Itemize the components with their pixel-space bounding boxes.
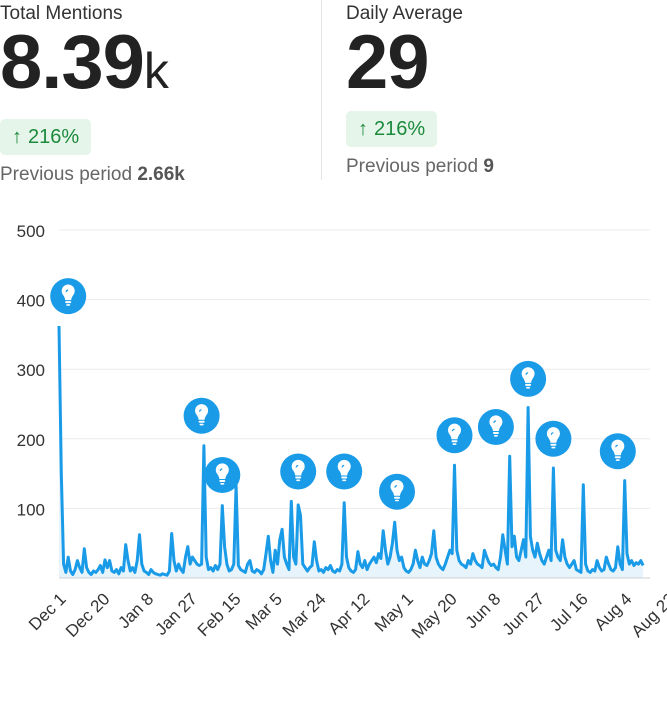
kpi-total-mentions-change-badge: ↑ 216% (0, 119, 92, 155)
insight-lightbulb-icon (50, 278, 87, 315)
y-tick-label: 100 (17, 500, 45, 519)
kpi-daily-average-label: Daily Average (346, 3, 463, 24)
x-tick-label: Jul 16 (546, 589, 592, 635)
y-tick-label: 400 (17, 292, 45, 311)
kpi-daily-average-value: 29 (346, 25, 646, 103)
kpi-total-mentions-label: Total Mentions (0, 3, 123, 24)
previous-period-label: Previous period (346, 156, 479, 177)
x-tick-label: Jun 27 (499, 589, 549, 639)
insight-lightbulb-icon (599, 433, 636, 470)
previous-period-label: Previous period (0, 164, 133, 185)
kpi-divider (321, 0, 322, 180)
insight-lightbulb-icon (379, 473, 415, 510)
insight-lightbulb-icon (510, 360, 547, 397)
insight-lightbulb-icon (477, 409, 514, 445)
kpi-daily-average-number: 29 (346, 20, 430, 105)
x-tick-label: May 20 (408, 589, 461, 642)
arrow-up-icon: ↑ (12, 126, 22, 148)
mentions-chart: 100 200 300 400 500 Dec 1 Dec 20 Jan 8 Jan 27 Feb… (0, 200, 667, 702)
x-tick-label: Feb 15 (194, 589, 245, 640)
kpi-daily-average-previous: Previous period 9 (346, 155, 646, 179)
x-tick-label: Jan 27 (151, 589, 201, 639)
kpi-daily-average: Daily Average 29 ↑ 216% Previous period 9 (346, 0, 646, 179)
series-line (57, 325, 645, 577)
insight-lightbulb-icon (326, 453, 363, 490)
x-tick-label: Aug 23 (628, 589, 667, 641)
x-tick-label: Mar 24 (279, 589, 330, 640)
x-tick-label: Dec 20 (62, 589, 114, 641)
kpi-total-mentions-unit: k (143, 43, 169, 99)
kpi-daily-average-change: 216% (374, 118, 426, 140)
previous-period-value: 2.66k (137, 164, 185, 185)
kpi-total-mentions: Total Mentions 8.39k ↑ 216% Previous peri… (0, 0, 320, 187)
insight-lightbulb-icon (535, 420, 572, 457)
y-tick-label: 500 (17, 222, 45, 241)
x-tick-label: Apr 12 (325, 589, 374, 638)
insight-lightbulb-icon (280, 453, 317, 490)
kpi-total-mentions-number: 8.39 (0, 20, 145, 105)
arrow-up-icon: ↑ (358, 118, 368, 140)
kpi-total-mentions-previous: Previous period 2.66k (0, 163, 320, 187)
insight-lightbulb-icon (183, 397, 220, 434)
y-tick-label: 200 (17, 431, 45, 450)
previous-period-value: 9 (483, 156, 494, 177)
kpi-total-mentions-change: 216% (28, 126, 80, 148)
insight-lightbulb-icon (436, 417, 473, 454)
y-tick-label: 300 (17, 361, 45, 380)
insight-lightbulb-icon (204, 457, 241, 493)
kpi-total-mentions-value: 8.39k (0, 25, 320, 103)
kpi-daily-average-change-badge: ↑ 216% (346, 111, 438, 147)
